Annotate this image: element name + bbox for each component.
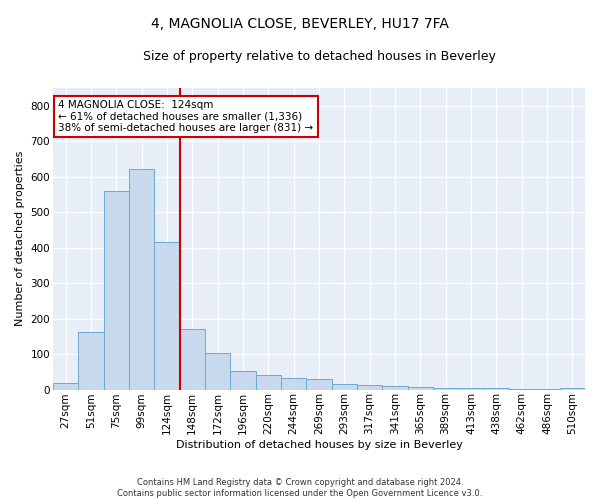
Bar	[560, 388, 585, 390]
X-axis label: Distribution of detached houses by size in Beverley: Distribution of detached houses by size …	[176, 440, 463, 450]
Bar	[179, 329, 205, 390]
Bar	[129, 170, 154, 390]
Bar	[433, 388, 458, 390]
Bar	[307, 379, 332, 390]
Bar	[53, 383, 78, 390]
Bar	[357, 386, 382, 390]
Text: 4 MAGNOLIA CLOSE:  124sqm
← 61% of detached houses are smaller (1,336)
38% of se: 4 MAGNOLIA CLOSE: 124sqm ← 61% of detach…	[58, 100, 313, 133]
Bar	[205, 354, 230, 390]
Bar	[332, 384, 357, 390]
Bar	[256, 374, 281, 390]
Bar	[78, 332, 104, 390]
Bar	[509, 389, 535, 390]
Text: Contains HM Land Registry data © Crown copyright and database right 2024.
Contai: Contains HM Land Registry data © Crown c…	[118, 478, 482, 498]
Bar	[407, 387, 433, 390]
Bar	[230, 371, 256, 390]
Bar	[382, 386, 407, 390]
Bar	[458, 388, 484, 390]
Bar	[104, 190, 129, 390]
Title: Size of property relative to detached houses in Beverley: Size of property relative to detached ho…	[143, 50, 496, 63]
Bar	[484, 388, 509, 390]
Bar	[154, 242, 179, 390]
Y-axis label: Number of detached properties: Number of detached properties	[15, 151, 25, 326]
Text: 4, MAGNOLIA CLOSE, BEVERLEY, HU17 7FA: 4, MAGNOLIA CLOSE, BEVERLEY, HU17 7FA	[151, 18, 449, 32]
Bar	[281, 378, 307, 390]
